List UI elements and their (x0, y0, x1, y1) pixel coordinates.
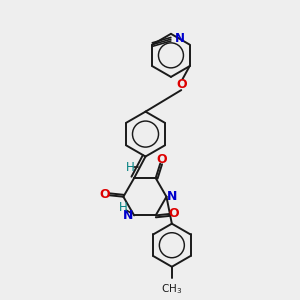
Text: N: N (175, 32, 185, 45)
Text: H: H (118, 201, 127, 214)
Text: CH$_3$: CH$_3$ (161, 282, 182, 296)
Text: O: O (169, 207, 179, 220)
Text: O: O (100, 188, 110, 201)
Text: O: O (176, 78, 187, 91)
Text: H: H (126, 161, 135, 174)
Text: N: N (167, 190, 178, 203)
Text: N: N (123, 209, 133, 222)
Text: O: O (156, 154, 166, 166)
